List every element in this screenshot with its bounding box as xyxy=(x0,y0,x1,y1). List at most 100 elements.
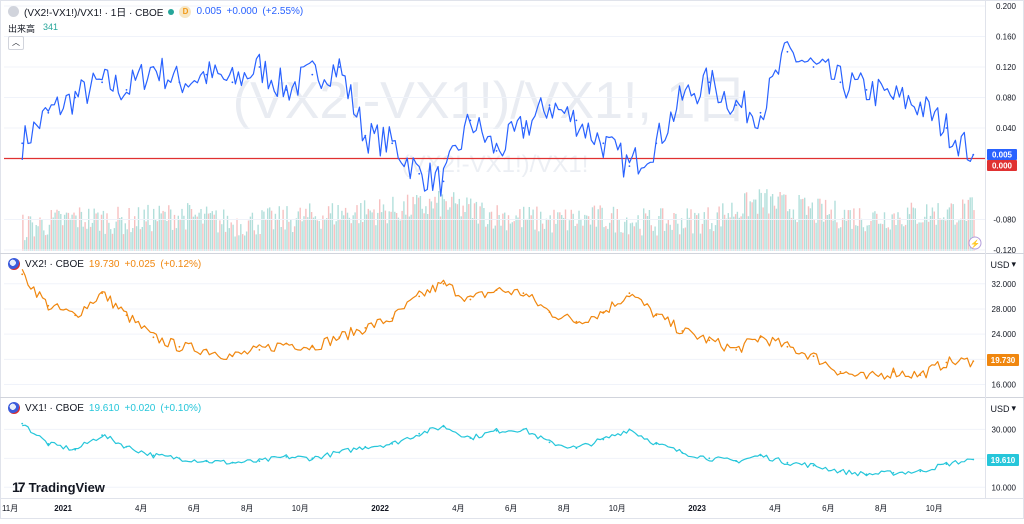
vx2-currency-selector[interactable]: USD ▾ xyxy=(990,259,1016,270)
tradingview-logo[interactable]: 17 TradingView xyxy=(12,479,105,495)
volume-bar xyxy=(392,196,394,251)
volume-bar xyxy=(470,198,472,251)
volume-bar xyxy=(547,219,549,251)
volume-bar xyxy=(205,206,208,251)
volume-bar xyxy=(39,217,41,251)
spread-point xyxy=(74,96,77,99)
vx2-legend[interactable]: VX2! · CBOE 19.730 +0.025 (+0.12%) xyxy=(8,258,201,270)
volume-bar xyxy=(134,216,136,251)
zero-line-tag-bg xyxy=(987,160,1017,171)
volume-bar xyxy=(874,211,876,251)
volume-bar xyxy=(386,223,388,251)
volume-bar xyxy=(312,217,315,251)
volume-bar xyxy=(244,235,246,251)
volume-bar xyxy=(939,218,941,251)
spread-point xyxy=(708,81,711,84)
volume-bar xyxy=(292,232,294,251)
volume-bar xyxy=(895,225,897,251)
volume-bar xyxy=(912,207,914,251)
vx1-symbol[interactable]: VX1! · CBOE xyxy=(25,402,84,414)
vx1-currency[interactable]: USD xyxy=(990,403,1010,414)
volume-bar xyxy=(781,195,783,251)
volume-bar xyxy=(751,202,753,251)
volume-bar xyxy=(149,225,151,251)
volume-bar xyxy=(297,211,299,251)
volume-bar xyxy=(190,209,193,251)
volume-bar xyxy=(185,229,187,251)
volume-bar xyxy=(305,208,307,251)
x-tick-label: 2023 xyxy=(688,504,706,513)
volume-bar xyxy=(901,224,903,251)
vx1-point xyxy=(125,445,128,448)
vx1-point xyxy=(442,425,445,428)
volume-bar xyxy=(37,226,39,251)
volume-bar xyxy=(876,213,878,251)
volume-bar xyxy=(135,226,138,251)
price-axes[interactable]: 0.200 0.160 0.120 0.080 0.040 -0.080 -0.120 32.… xyxy=(992,2,1017,492)
volume-bar xyxy=(716,212,718,251)
volume-bar xyxy=(447,209,449,251)
vx1-value: 19.610 xyxy=(88,402,120,414)
x-tick-label: 11月 xyxy=(2,504,18,513)
volume-bar xyxy=(918,222,920,251)
vx2-point xyxy=(786,345,789,348)
volume-bar xyxy=(362,222,364,251)
volume-bar xyxy=(768,213,770,251)
volume-bar xyxy=(382,204,385,251)
collapse-legend-button[interactable]: ︿ xyxy=(8,36,24,50)
lightning-icon[interactable]: ⚡ xyxy=(970,239,980,249)
volume-bar xyxy=(115,221,117,251)
volume-bar xyxy=(862,227,865,251)
volume-bar xyxy=(954,224,956,251)
volume-bar xyxy=(749,201,751,251)
volume-bar xyxy=(794,219,796,251)
volume-bar xyxy=(644,213,647,251)
volume-bar xyxy=(551,232,553,251)
vx2-point xyxy=(178,345,181,348)
volume-bar xyxy=(699,233,702,251)
volume-bar xyxy=(969,197,971,251)
vx1-point xyxy=(759,454,762,457)
volume-bar xyxy=(662,208,664,251)
volume-bar xyxy=(841,218,844,251)
volume-bar xyxy=(71,214,73,251)
volume-bar xyxy=(758,189,761,251)
volume-bar xyxy=(466,197,468,251)
vx1-legend[interactable]: VX1! · CBOE 19.610 +0.020 (+0.10%) xyxy=(8,402,201,414)
vx2-point xyxy=(628,292,631,295)
spread-symbol[interactable]: (VX2!-VX1!)/VX1! · 1日 · CBOE xyxy=(24,8,164,19)
spread-point xyxy=(548,104,551,106)
vx2-last-price-bg xyxy=(987,354,1019,366)
volume-bar xyxy=(549,215,551,251)
volume-bar xyxy=(119,218,121,251)
volume-bar xyxy=(624,221,626,251)
vx1-currency-selector[interactable]: USD ▾ xyxy=(990,403,1016,414)
volume-bar xyxy=(926,204,928,251)
volume-bar xyxy=(487,224,489,251)
chevron-down-icon: ▾ xyxy=(1011,259,1016,269)
volume-bar xyxy=(840,227,842,251)
lightning-icon-ring[interactable] xyxy=(968,236,982,250)
volume-bar xyxy=(301,221,303,251)
volume-bar xyxy=(800,199,802,251)
volume-bar xyxy=(654,226,656,251)
vx2-currency[interactable]: USD xyxy=(990,259,1010,270)
volume-bar xyxy=(238,235,240,251)
vx2-point xyxy=(442,282,445,285)
volume-bar xyxy=(228,228,230,251)
volume-bar xyxy=(240,224,242,251)
x-tick-label: 8月 xyxy=(241,504,253,513)
vx2-point xyxy=(101,292,103,295)
vx2-symbol[interactable]: VX2! · CBOE xyxy=(25,258,84,270)
time-axis[interactable]: 11月 2021 4月 6月 8月 10月 2022 4月 6月 8月 10月 2023 4月 6月 8月 1… xyxy=(2,504,943,513)
volume-bar xyxy=(736,211,739,251)
volume-bar xyxy=(893,213,895,251)
tradingview-brand-name: TradingView xyxy=(28,479,105,495)
volume-bar xyxy=(89,226,92,251)
volume-legend[interactable]: 出来高 341 xyxy=(8,22,58,35)
volume-bar xyxy=(643,208,645,251)
spread-legend[interactable]: (VX2!-VX1!)/VX1! · 1日 · CBOE D 0.005 +0.… xyxy=(8,4,303,19)
volume-bar xyxy=(188,205,191,251)
